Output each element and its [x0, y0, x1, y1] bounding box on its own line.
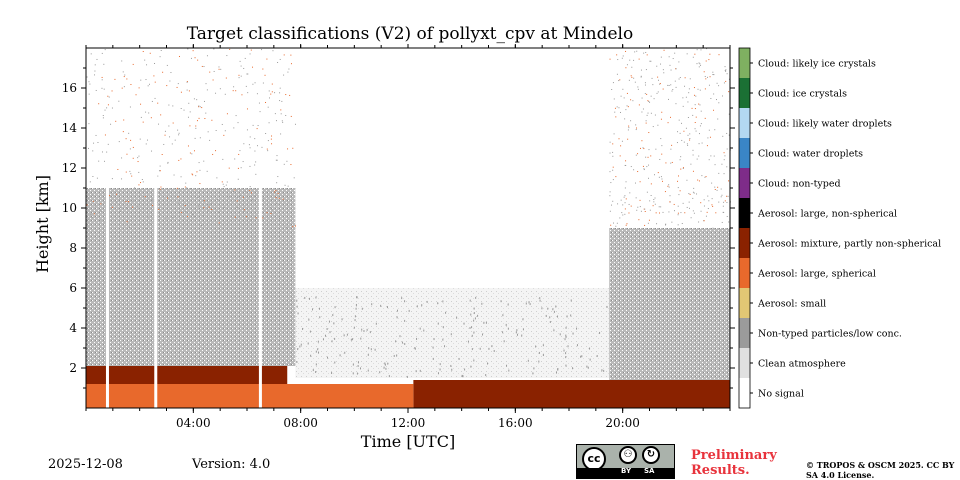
- colorbar-label: Non-typed particles/low conc.: [758, 329, 902, 340]
- colorbar-swatch: [739, 318, 750, 348]
- y-tick-label: 12: [62, 161, 77, 175]
- colorbar-layer: Cloud: likely ice crystals Cloud: ice cry…: [738, 47, 941, 409]
- colorbar-label: Aerosol: small: [757, 299, 826, 310]
- axes-layer: 04:00 08:00 12:00 16:00 20:00 2 4 6 8 10 12 14 16: [62, 44, 735, 430]
- colorbar-swatch: [739, 48, 750, 78]
- colorbar-swatch: [739, 138, 750, 168]
- colorbar-swatch: [739, 258, 750, 288]
- region-non-typed-particles-low-conc--1: [609, 228, 730, 388]
- y-tick-label: 14: [62, 121, 78, 135]
- y-tick-label: 10: [62, 201, 77, 215]
- sparse-returns: [86, 48, 731, 378]
- x-tick-label: 20:00: [605, 416, 640, 430]
- colorbar-swatch: [739, 108, 750, 138]
- colorbar-swatch: [739, 378, 750, 408]
- colorbar-label: Cloud: ice crystals: [758, 89, 847, 100]
- copyright-notice: © TROPOS & OSCM 2025. CC BY SA 4.0 Licen…: [806, 460, 955, 480]
- colorbar-label: Clean atmosphere: [758, 359, 846, 370]
- colorbar-label: Aerosol: large, spherical: [757, 269, 876, 280]
- x-tick-label: 12:00: [391, 416, 426, 430]
- colorbar-label: Cloud: likely ice crystals: [758, 59, 876, 70]
- data-gap-1: [154, 168, 158, 408]
- colorbar-swatch: [739, 288, 750, 318]
- x-tick-label: 08:00: [283, 416, 318, 430]
- cc-sa-label: SA: [644, 467, 655, 475]
- colorbar-swatch: [739, 198, 750, 228]
- colorbar-label: Aerosol: large, non-spherical: [757, 209, 897, 220]
- colorbar-swatch: [739, 168, 750, 198]
- y-tick-label: 8: [69, 241, 77, 255]
- colorbar-label: Cloud: non-typed: [758, 179, 841, 190]
- cc-icon: cc: [582, 447, 606, 471]
- footer-date: 2025-12-08: [48, 457, 123, 472]
- y-tick-label: 6: [69, 281, 77, 295]
- region-no-signal-0: [295, 48, 610, 288]
- colorbar-label: Cloud: water droplets: [758, 149, 863, 160]
- region-clean-atmosphere-0: [295, 288, 610, 378]
- region-non-typed-particles-low-conc--0: [86, 188, 296, 366]
- data-gap-2: [258, 168, 262, 408]
- y-tick-label: 16: [62, 81, 77, 95]
- share-alike-icon: ↻: [642, 446, 660, 464]
- region-aerosol-large-spherical-0: [86, 384, 414, 408]
- y-tick-label: 2: [69, 361, 77, 375]
- preliminary-notice: Preliminary Results.: [691, 448, 777, 478]
- y-axis-label: Height [km]: [33, 175, 52, 273]
- x-tick-label: 16:00: [498, 416, 533, 430]
- cc-license-badge[interactable]: cc ⚇ ↻ BY SA: [576, 444, 675, 479]
- colorbar-swatch: [739, 228, 750, 258]
- attribution-icon: ⚇: [619, 446, 637, 464]
- chart-title: Target classifications (V2) of pollyxt_c…: [186, 24, 634, 44]
- region-aerosol-mixture-partly-non-spherical-1: [413, 380, 730, 408]
- colorbar-frame: [738, 47, 751, 409]
- footer-version: Version: 4.0: [192, 457, 271, 472]
- colorbar-swatch: [739, 348, 750, 378]
- colorbar-label: Cloud: likely water droplets: [758, 119, 892, 130]
- region-aerosol-mixture-partly-non-spherical-0: [86, 366, 288, 384]
- cc-by-label: BY: [621, 467, 632, 475]
- heatmap-layer: [86, 48, 731, 408]
- colorbar-swatch: [739, 78, 750, 108]
- data-gap-0: [105, 168, 109, 408]
- x-axis-label: Time [UTC]: [360, 432, 456, 451]
- colorbar-label: No signal: [758, 389, 804, 400]
- x-tick-label: 04:00: [176, 416, 211, 430]
- y-tick-label: 4: [69, 321, 77, 335]
- colorbar-label: Aerosol: mixture, partly non-spherical: [757, 239, 941, 250]
- cc-label-strip: BY SA: [577, 467, 674, 478]
